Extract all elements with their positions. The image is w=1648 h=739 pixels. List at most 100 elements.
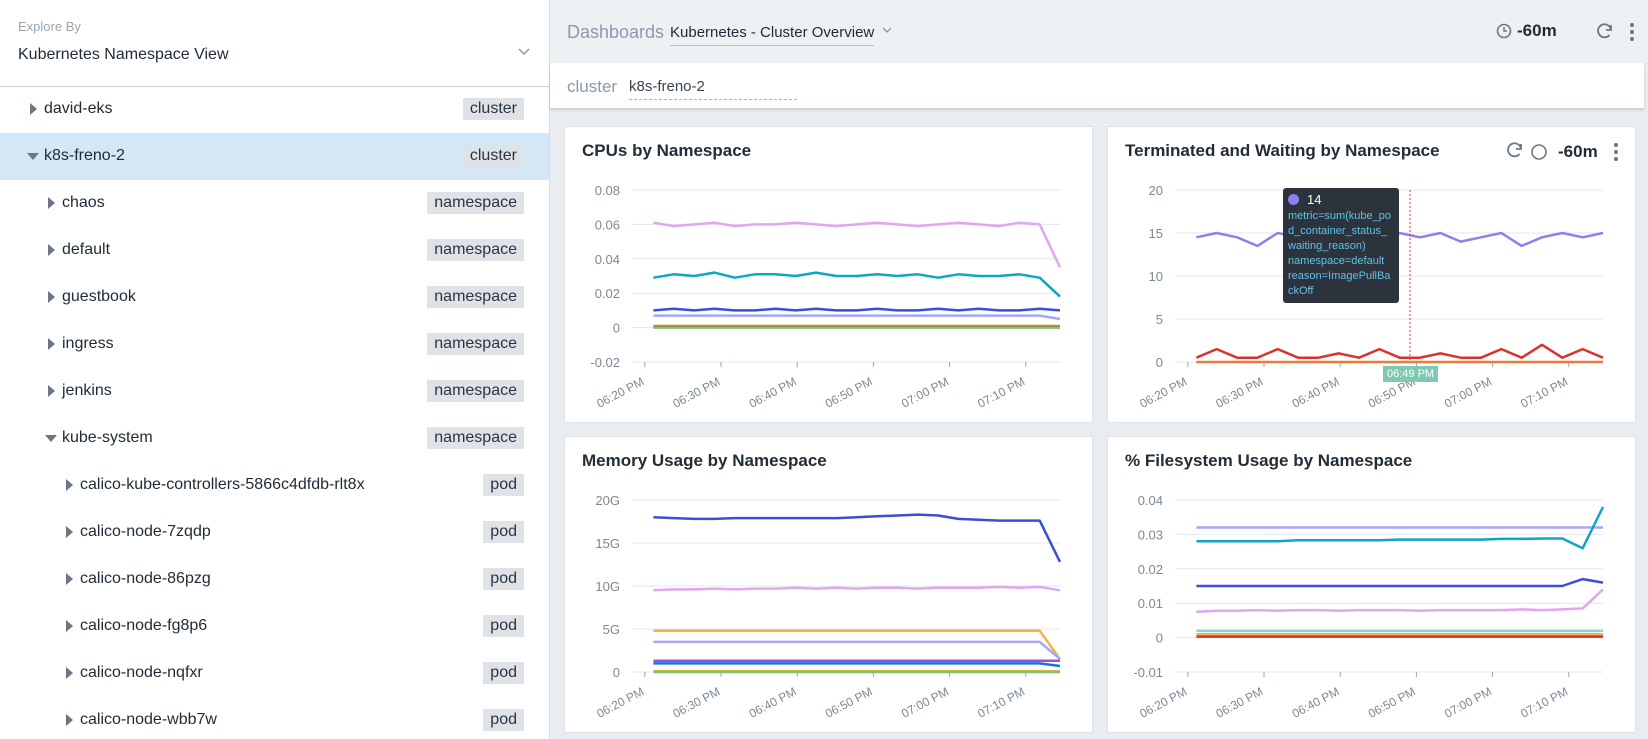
expand-arrow[interactable] <box>44 384 58 398</box>
tree-row[interactable]: ingress namespace <box>0 321 549 368</box>
expand-arrow[interactable] <box>62 713 76 727</box>
tree-label: guestbook <box>62 288 136 305</box>
tree-tag: namespace <box>427 286 524 308</box>
tree-label: calico-node-86pzg <box>80 570 211 587</box>
clock-icon[interactable] <box>1496 23 1512 39</box>
x-tick-label: 07:00 PM <box>1442 684 1494 720</box>
panel-title: CPUs by Namespace <box>582 141 752 160</box>
tree-label: chaos <box>62 194 105 211</box>
dashboard-chevron[interactable] <box>882 27 892 34</box>
y-tick-label: 15G <box>595 536 620 551</box>
tree-row[interactable]: guestbook namespace <box>0 274 549 321</box>
breadcrumb[interactable]: Dashboards <box>567 22 665 42</box>
series-line <box>653 513 1062 563</box>
header: Dashboards Kubernetes - Cluster Overview… <box>550 0 1648 63</box>
expand-arrow[interactable] <box>44 290 58 304</box>
y-tick-label: 0.02 <box>595 286 620 301</box>
expand-arrow[interactable] <box>62 525 76 539</box>
y-tick-label: -0.01 <box>1133 665 1163 680</box>
arrow-shape <box>48 197 55 209</box>
tree-row[interactable]: calico-node-wbb7w pod <box>0 697 549 739</box>
tree-tag: pod <box>483 521 524 543</box>
tree-tag: namespace <box>427 427 524 449</box>
tooltip-head: 14 <box>1288 192 1394 207</box>
chart: -0.02 0 0.02 0.04 0.06 0.08 06:20 PM 06:30 PM 06… <box>590 183 1062 411</box>
x-tick-label: 06:50 PM <box>823 374 875 410</box>
panel-icons <box>1507 142 1547 160</box>
tree-row[interactable]: jenkins namespace <box>0 368 549 415</box>
tree-label: jenkins <box>62 382 112 399</box>
clock-icon <box>1531 144 1547 160</box>
tree-row[interactable]: k8s-freno-2 cluster <box>0 133 549 180</box>
x-tick-label: 06:30 PM <box>670 374 722 410</box>
y-tick-label: 20 <box>1149 183 1163 198</box>
expand-arrow[interactable] <box>44 196 58 210</box>
series-line <box>653 640 1061 661</box>
series-line <box>1195 343 1604 359</box>
time-range[interactable]: -60m <box>1517 21 1557 40</box>
y-tick-label: 10G <box>595 579 620 594</box>
divider <box>0 86 549 87</box>
x-tick-label: 06:50 PM <box>823 684 875 720</box>
series-line <box>1196 231 1604 248</box>
x-tick-label: 07:10 PM <box>1518 374 1570 410</box>
y-tick-label: 0 <box>1156 355 1163 370</box>
expand-arrow[interactable] <box>62 666 76 680</box>
arrow-shape <box>66 714 73 726</box>
y-tick-label: 0.04 <box>595 252 620 267</box>
tree-row[interactable]: kube-system namespace <box>0 415 549 462</box>
swatch <box>1288 194 1299 205</box>
tooltip: 14 metric=sum(kube_pod_container_status_w… <box>1283 188 1399 303</box>
tree-row[interactable]: calico-kube-controllers-5866c4dfdb-rlt8x… <box>0 462 549 509</box>
x-tick-label: 07:10 PM <box>1518 684 1570 720</box>
tree-tag: pod <box>483 662 524 684</box>
tree-row[interactable]: calico-node-fg8p6 pod <box>0 603 549 650</box>
panel-title: Terminated and Waiting by Namespace <box>1125 141 1440 160</box>
tree-tag: namespace <box>427 380 524 402</box>
expand-arrow[interactable] <box>62 619 76 633</box>
panel: % Filesystem Usage by Namespace -0.01 0 0.0… <box>1107 436 1636 733</box>
tree-row[interactable]: chaos namespace <box>0 180 549 227</box>
expand-arrow[interactable] <box>26 102 40 116</box>
arrow-shape <box>66 667 73 679</box>
panel-title: Memory Usage by Namespace <box>582 451 827 470</box>
y-tick-label: 0.06 <box>595 217 620 232</box>
panel: Memory Usage by Namespace 0 5G 10G 15G 20G 06:… <box>564 436 1093 733</box>
refresh-icon[interactable] <box>1596 22 1614 40</box>
expand-arrow[interactable] <box>62 478 76 492</box>
filter-value[interactable]: k8s-freno-2 <box>629 78 797 100</box>
expand-arrow[interactable] <box>44 337 58 351</box>
tree-label: calico-kube-controllers-5866c4dfdb-rlt8x <box>80 476 365 493</box>
tree-tag: namespace <box>427 192 524 214</box>
tree-tag: pod <box>483 709 524 731</box>
tree-row[interactable]: calico-node-86pzg pod <box>0 556 549 603</box>
y-tick-label: 0.08 <box>595 183 620 198</box>
y-tick-label: 0.01 <box>1138 596 1163 611</box>
expand-arrow[interactable] <box>44 431 58 445</box>
tree-row[interactable]: david-eks cluster <box>0 86 549 133</box>
explore-label: Explore By <box>18 19 81 34</box>
tree-row[interactable]: calico-node-nqfxr pod <box>0 650 549 697</box>
expand-arrow[interactable] <box>62 572 76 586</box>
expand-arrow[interactable] <box>44 243 58 257</box>
dashboard-select[interactable]: Kubernetes - Cluster Overview <box>670 24 875 46</box>
more-menu[interactable] <box>1629 22 1635 42</box>
expand-arrow[interactable] <box>26 149 40 163</box>
series-line <box>1196 577 1604 588</box>
x-tick-label: 06:40 PM <box>747 374 799 410</box>
dropdown-chevron[interactable] <box>518 48 530 56</box>
series-line <box>653 307 1061 312</box>
y-tick-label: 5 <box>1156 312 1163 327</box>
arrow-shape <box>66 479 73 491</box>
tree-label: k8s-freno-2 <box>44 147 125 164</box>
y-tick-label: 0.04 <box>1138 493 1163 508</box>
tree-row[interactable]: calico-node-7zqdp pod <box>0 509 549 556</box>
x-tick-label: 07:00 PM <box>899 374 951 410</box>
tree-tag: cluster <box>462 98 524 120</box>
tree-row[interactable]: default namespace <box>0 227 549 274</box>
series-line <box>1196 588 1604 614</box>
x-tick-label: 07:10 PM <box>975 684 1027 720</box>
view-select[interactable]: Kubernetes Namespace View <box>18 46 229 63</box>
series-line <box>653 629 1062 660</box>
arrow-shape <box>48 338 55 350</box>
